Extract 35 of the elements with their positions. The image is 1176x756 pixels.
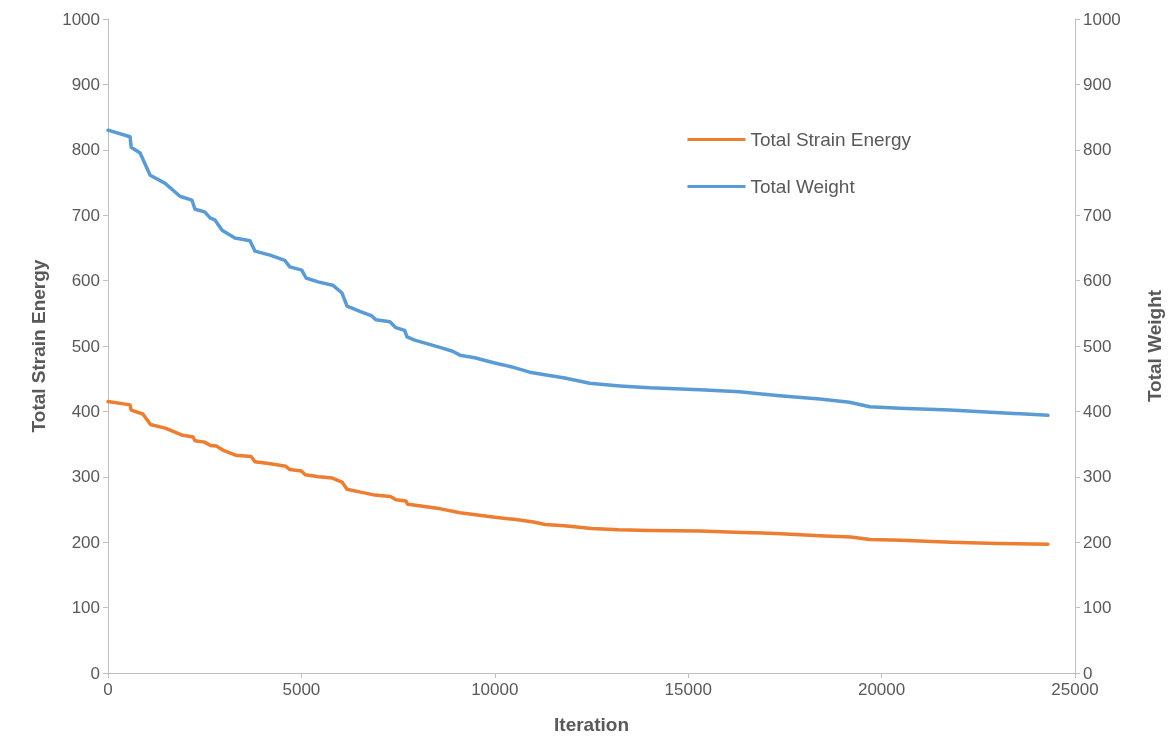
x-tick-label: 5000: [282, 680, 321, 699]
y2-tick-label: 300: [1083, 467, 1112, 487]
y-tick-label: 800: [71, 140, 100, 160]
y2-tick-label: 1000: [1083, 9, 1121, 29]
y2-tick-label: 800: [1083, 140, 1112, 160]
line-series: [106, 399, 1050, 546]
y-tick-label: 1000: [62, 9, 100, 29]
y2-tick-label: 700: [1083, 205, 1112, 225]
x-tick-label: 10000: [471, 680, 519, 699]
y2-tick-label: 0: [1083, 663, 1093, 683]
x-axis-title: Iteration: [554, 714, 629, 735]
y-tick-label: 900: [71, 74, 100, 94]
y-tick-label: 100: [71, 598, 100, 618]
y-tick-label: 0: [90, 663, 100, 683]
line-series: [106, 128, 1050, 418]
y-tick-label: 200: [71, 532, 100, 552]
x-tick-label: 0: [103, 680, 113, 699]
legend-label: Total Weight: [750, 176, 856, 197]
y2-tick-label: 500: [1083, 336, 1112, 356]
y-tick-label: 600: [71, 271, 100, 291]
y-tick-label: 500: [71, 336, 100, 356]
y-tick-label: 700: [71, 205, 100, 225]
y2-tick-label: 200: [1083, 532, 1112, 552]
y-axis-title: Total Strain Energy: [28, 259, 49, 433]
y-tick-label: 300: [71, 467, 100, 487]
y2-axis-title: Total Weight: [1144, 289, 1165, 403]
legend-label: Total Strain Energy: [750, 129, 912, 150]
x-tick-label: 15000: [664, 680, 712, 699]
x-tick-label: 20000: [857, 680, 906, 699]
y2-tick-label: 600: [1083, 271, 1112, 291]
y2-tick-label: 400: [1083, 401, 1112, 421]
y2-tick-label: 900: [1083, 74, 1112, 94]
x-tick-label: 25000: [1051, 680, 1099, 699]
y-tick-label: 400: [71, 401, 100, 421]
y2-tick-label: 100: [1083, 598, 1112, 618]
